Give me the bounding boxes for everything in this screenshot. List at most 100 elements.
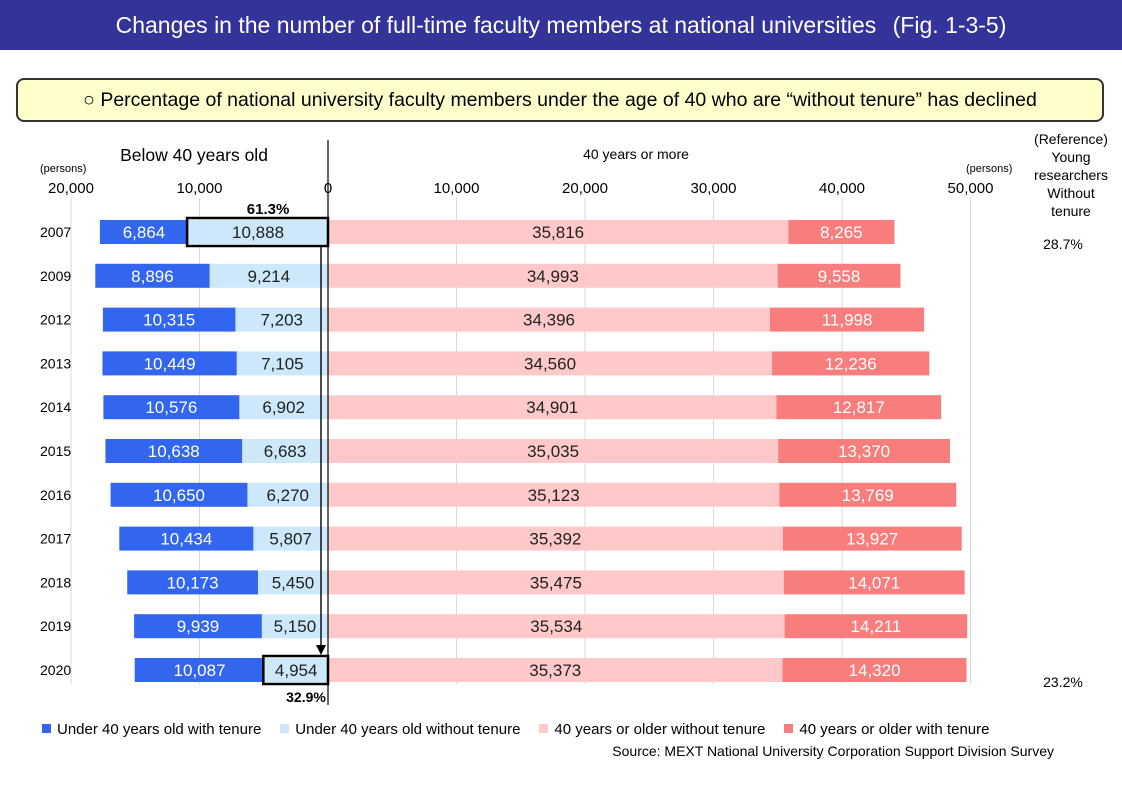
bar-over40-without-tenure (328, 263, 778, 288)
bar-under40-with-tenure (134, 614, 262, 639)
bar-under40-without-tenure (261, 614, 328, 639)
data-label-over40-without-tenure: 34,396 (523, 311, 575, 330)
figure-number: (Fig. 1-3-5) (892, 12, 1007, 38)
bar-over40-with-tenure (782, 526, 962, 551)
data-label-under40-with-tenure: 10,449 (144, 354, 196, 373)
data-label-over40-without-tenure: 34,993 (527, 267, 579, 286)
bar-over40-with-tenure (779, 482, 957, 507)
annotation-top-percent: 61.3% (247, 201, 290, 218)
category-label: 2009 (40, 268, 71, 284)
data-label-over40-without-tenure: 34,560 (524, 354, 576, 373)
bar-under40-with-tenure (103, 395, 240, 420)
data-label-under40-without-tenure: 6,270 (266, 486, 309, 505)
bar-over40-without-tenure (328, 220, 789, 244)
bar-under40-without-tenure (239, 395, 328, 420)
legend-label: Under 40 years old with tenure (57, 721, 262, 738)
data-label-under40-with-tenure: 10,576 (145, 398, 197, 417)
legend-swatch (280, 724, 290, 733)
data-label-over40-without-tenure: 35,475 (530, 573, 582, 592)
data-label-over40-with-tenure: 12,817 (833, 398, 885, 417)
data-label-over40-without-tenure: 35,123 (528, 486, 580, 505)
title-bar: Changes in the number of full-time facul… (0, 0, 1122, 50)
legend-item: 40 years or older without tenure (539, 721, 765, 738)
data-label-under40-with-tenure: 10,650 (153, 486, 205, 505)
data-label-over40-with-tenure: 14,320 (849, 661, 901, 680)
headline-box: ○ Percentage of national university facu… (16, 78, 1104, 122)
legend-item: Under 40 years old with tenure (42, 721, 261, 738)
bar-over40-with-tenure (782, 658, 967, 682)
data-label-under40-without-tenure: 6,683 (264, 442, 307, 461)
data-label-under40-with-tenure: 10,173 (167, 573, 219, 592)
data-label-under40-with-tenure: 10,087 (174, 661, 226, 680)
bar-under40-with-tenure (134, 658, 265, 682)
bar-under40-with-tenure (99, 220, 189, 244)
legend-label: Under 40 years old without tenure (295, 721, 521, 738)
legend: Under 40 years old with tenure Under 40 y… (42, 721, 1008, 738)
tick-label-right-1: 20,000 (562, 180, 608, 197)
data-label-under40-with-tenure: 10,434 (160, 530, 212, 549)
bar-over40-with-tenure (776, 395, 942, 420)
data-label-under40-without-tenure: 5,150 (274, 617, 317, 636)
bar-under40-without-tenure (236, 351, 328, 376)
data-label-under40-with-tenure: 10,315 (143, 311, 195, 330)
bar-under40-without-tenure (257, 570, 328, 595)
tick-label-right-3: 40,000 (819, 180, 865, 197)
headline-text: Percentage of national university facult… (100, 89, 1037, 111)
bar-over40-without-tenure (328, 614, 785, 639)
bar-over40-without-tenure (328, 526, 783, 551)
data-label-under40-with-tenure: 8,896 (131, 267, 174, 286)
data-label-under40-without-tenure: 6,902 (262, 398, 305, 417)
arrow-head (316, 645, 326, 655)
annotation-bottom-percent: 32.9% (286, 689, 326, 705)
right-group-label: 40 years or more (583, 146, 689, 162)
legend-label: 40 years or older without tenure (554, 721, 766, 738)
bar-over40-without-tenure (328, 307, 770, 332)
data-label-over40-with-tenure: 8,265 (820, 223, 863, 242)
bar-over40-with-tenure (778, 439, 951, 463)
bar-under40-without-tenure (235, 307, 328, 332)
bar-under40-without-tenure (253, 526, 328, 551)
legend-swatch (42, 724, 51, 733)
chart-area: Below 40 years old 40 years or more (perso… (40, 131, 1108, 705)
bar-under40-without-tenure (264, 658, 328, 682)
data-label-over40-without-tenure: 35,035 (527, 442, 579, 461)
chart-title: Changes in the number of full-time facul… (115, 12, 877, 38)
bar-under40-with-tenure (102, 307, 236, 332)
legend-item: Under 40 years old without tenure (280, 721, 520, 738)
category-label: 2018 (40, 574, 71, 590)
data-label-over40-without-tenure: 35,534 (530, 617, 582, 636)
data-label-under40-with-tenure: 9,939 (177, 617, 220, 636)
category-label: 2014 (40, 399, 71, 415)
tick-label-left-0: 20,000 (48, 180, 94, 197)
bar-over40-without-tenure (328, 351, 773, 376)
bar-over40-without-tenure (328, 439, 779, 463)
tick-label-right-2: 30,000 (691, 180, 737, 197)
bar-over40-without-tenure (328, 395, 777, 420)
bar-under40-with-tenure (95, 263, 210, 288)
bar-over40-with-tenure (788, 220, 895, 244)
category-label: 2020 (40, 662, 71, 678)
bar-over40-with-tenure (777, 263, 901, 288)
category-label: 2012 (40, 312, 71, 328)
bar-over40-without-tenure (328, 658, 783, 682)
reference-header-line: Without (1047, 185, 1095, 201)
data-label-under40-with-tenure: 6,864 (123, 223, 166, 242)
left-group-label: Below 40 years old (120, 145, 268, 165)
legend-swatch (539, 724, 549, 733)
bar-under40-with-tenure (119, 526, 254, 551)
right-unit-label: (persons) (966, 163, 1012, 175)
data-label-over40-without-tenure: 35,392 (529, 530, 581, 549)
category-label: 2017 (40, 531, 71, 547)
data-label-under40-without-tenure: 5,450 (272, 573, 315, 592)
bar-under40-with-tenure (127, 570, 258, 595)
category-label: 2015 (40, 443, 71, 459)
bar-under40-with-tenure (110, 482, 248, 507)
data-label-under40-without-tenure: 7,203 (260, 311, 303, 330)
category-label: 2019 (40, 618, 71, 634)
left-unit-label: (persons) (40, 163, 86, 175)
data-label-over40-without-tenure: 34,901 (526, 398, 578, 417)
tick-label-left-1: 10,000 (177, 180, 223, 197)
data-label-over40-with-tenure: 13,370 (838, 442, 890, 461)
data-label-over40-with-tenure: 14,211 (851, 617, 902, 636)
tick-label-right-4: 50,000 (948, 180, 994, 197)
